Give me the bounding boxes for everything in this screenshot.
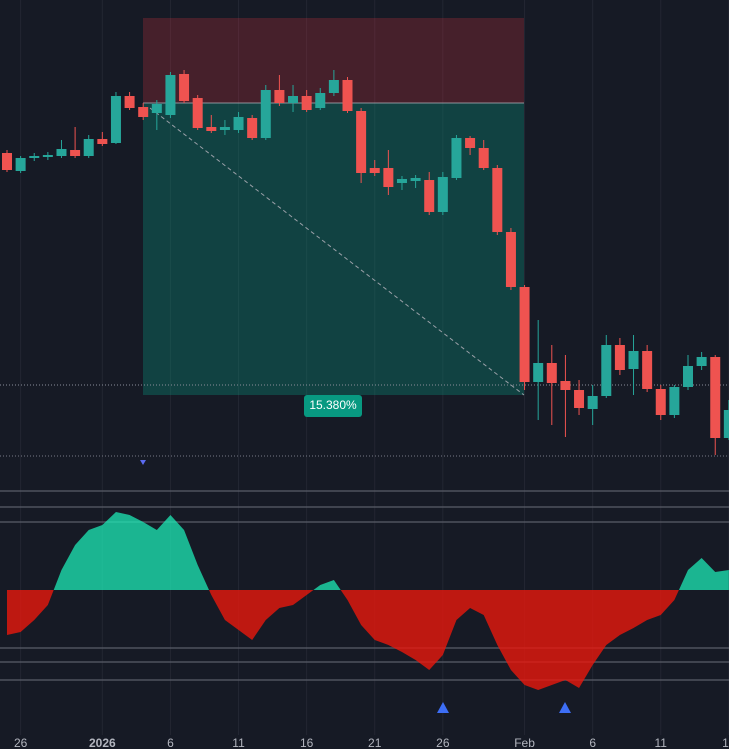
candle-body <box>219 127 230 130</box>
candle-body <box>655 389 666 415</box>
candle-body <box>574 390 585 408</box>
x-axis: 26 2026 6 11 16 21 26 Feb 6 11 16 <box>14 736 729 749</box>
candles <box>2 70 729 455</box>
candle-body <box>601 345 612 396</box>
oscillator <box>7 512 729 690</box>
candle-body <box>138 107 149 117</box>
x-tick-label: 11 <box>232 736 245 749</box>
candle-body <box>206 127 217 131</box>
candle-body <box>70 150 81 156</box>
candle-body <box>328 80 339 93</box>
candle-body <box>247 118 258 138</box>
candle-body <box>356 111 367 173</box>
candle-body <box>110 96 121 143</box>
x-tick-label: 2026 <box>89 736 116 749</box>
candle-body <box>396 179 407 183</box>
oscillator-positive <box>7 512 729 590</box>
signal-marker <box>437 702 449 713</box>
candle-body <box>683 366 693 387</box>
candle-body <box>83 139 94 156</box>
candle-body <box>97 139 108 144</box>
candle-body <box>546 363 557 383</box>
candle-body <box>233 117 244 130</box>
x-tick-label: 16 <box>300 736 314 749</box>
candle-body <box>465 138 476 148</box>
x-tick-label: 26 <box>436 736 450 749</box>
candle-body <box>587 396 598 409</box>
candle-body <box>614 345 625 370</box>
candle-body <box>165 75 176 115</box>
percent-label: 15.380% <box>309 398 357 412</box>
signal-marker <box>140 460 146 465</box>
candle-body <box>505 232 516 287</box>
x-tick-label: 6 <box>589 736 596 749</box>
candle-body <box>288 96 299 103</box>
x-tick-label: 21 <box>368 736 382 749</box>
candle-body <box>533 363 544 382</box>
candle-body <box>2 153 12 170</box>
position-tool: 15.380% <box>0 18 729 417</box>
candle-body <box>478 148 489 168</box>
x-tick-label: 26 <box>14 736 28 749</box>
candle-body <box>15 158 26 171</box>
percent-badge <box>304 395 362 417</box>
candle-body <box>628 351 639 369</box>
candle-body <box>151 104 162 113</box>
candle-body <box>124 96 135 108</box>
candle-body <box>192 98 203 128</box>
signal-marker <box>559 702 571 713</box>
oscillator-negative <box>7 590 729 690</box>
x-tick-label: 16 <box>722 736 729 749</box>
candle-body <box>723 410 729 438</box>
candle-body <box>519 287 530 382</box>
x-tick-label: 11 <box>655 736 668 749</box>
candle-body <box>560 381 571 390</box>
candle-body <box>410 178 421 181</box>
candle-body <box>42 155 53 157</box>
candle-body <box>383 168 394 187</box>
x-tick-label: Feb <box>514 736 535 749</box>
candle-body <box>642 351 653 389</box>
candle-body <box>274 90 285 103</box>
candle-body <box>301 96 312 110</box>
candle-body <box>696 357 707 366</box>
trade-path <box>149 107 525 396</box>
x-tick-label: 6 <box>167 736 174 749</box>
candle-body <box>315 93 326 108</box>
candle-body <box>260 90 271 138</box>
candle-body <box>56 149 67 156</box>
candle-body <box>424 180 435 212</box>
candle-body <box>179 74 190 101</box>
candle-body <box>492 168 503 232</box>
candle-body <box>669 387 680 415</box>
candle-body <box>710 357 721 438</box>
candle-body <box>437 177 448 212</box>
candle-body <box>451 138 462 178</box>
candle-body <box>369 168 380 173</box>
candle-body <box>342 80 353 111</box>
candle-body <box>29 156 40 158</box>
